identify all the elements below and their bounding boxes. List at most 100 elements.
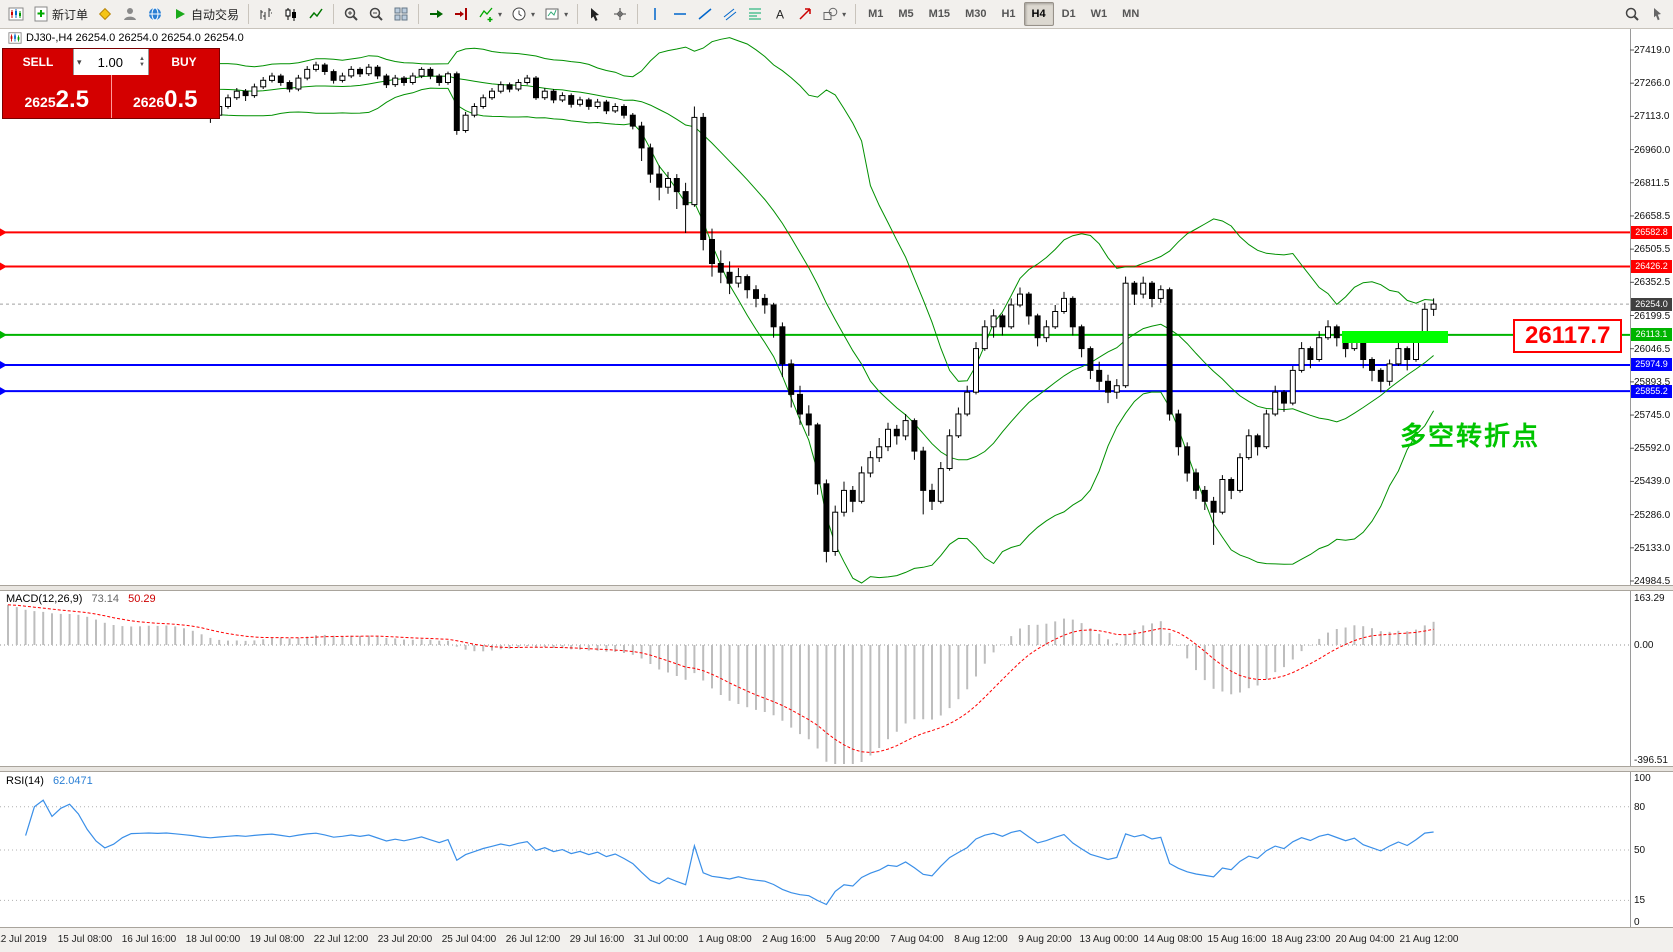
price-level-tag: 26582.8 [1631, 225, 1672, 239]
vertical-line-icon[interactable] [643, 2, 667, 26]
chart-shift-icon[interactable] [449, 2, 473, 26]
profile-icon[interactable] [118, 2, 142, 26]
timeframe-m30-label: M30 [965, 8, 987, 20]
text-label-icon[interactable]: A [768, 2, 792, 26]
toolbar-divider [855, 4, 857, 24]
volume-up-icon[interactable]: ▲ [139, 56, 145, 62]
rsi-scale-label: 0 [1634, 917, 1640, 928]
chevron-down-icon: ▾ [842, 9, 847, 19]
equidistant-channel-icon [722, 6, 738, 22]
timeframe-w1-label: W1 [1090, 8, 1108, 20]
rsi-scale-label: 100 [1634, 773, 1651, 784]
pointer-icon [1649, 6, 1665, 22]
time-axis[interactable]: 12 Jul 2019 15 Jul 08:00 16 Jul 16:00 18 Ju… [0, 927, 1673, 952]
sell-button[interactable]: SELL [3, 49, 73, 75]
horizontal-line-icon [672, 6, 688, 22]
volume-stepper[interactable]: ▲ ▼ [136, 56, 148, 68]
time-label: 16 Jul 16:00 [121, 934, 177, 945]
pivot-price-callout[interactable]: 26117.7 [1513, 319, 1623, 353]
panel-separator-main-macd[interactable] [0, 585, 1673, 591]
time-label: 9 Aug 20:00 [1018, 934, 1072, 945]
rsi-scale-label: 15 [1634, 895, 1646, 907]
timeframe-w1[interactable]: W1 [1084, 2, 1115, 26]
toolbar-divider [637, 4, 639, 24]
price-tick-label: 25893.5 [1634, 376, 1671, 388]
community-icon[interactable] [143, 2, 167, 26]
timeframe-h4-label: H4 [1031, 8, 1046, 20]
periods-button[interactable]: ▾ [507, 2, 539, 26]
support-highlight-zone [1342, 331, 1448, 343]
timeframe-m30[interactable]: M30 [958, 2, 993, 26]
timeframe-mn[interactable]: MN [1115, 2, 1146, 26]
arrows-icon [797, 6, 813, 22]
vertical-line-icon [647, 6, 663, 22]
timeframe-m5-label: M5 [898, 8, 914, 20]
volume-down-icon[interactable]: ▼ [139, 62, 145, 68]
price-tick-label: 26352.5 [1634, 277, 1671, 289]
macd-histogram [7, 604, 1435, 764]
shapes-button[interactable]: ▾ [818, 2, 850, 26]
sell-price[interactable]: 2625 2.5 [24, 86, 90, 113]
chevron-down-icon: ▾ [564, 9, 569, 19]
bar-chart-icon[interactable] [254, 2, 278, 26]
volume-dropdown-icon[interactable]: ▾ [77, 56, 82, 67]
tile-windows-icon[interactable] [389, 2, 413, 26]
price-tick-label: 25439.0 [1634, 476, 1671, 488]
line-chart-icon[interactable] [304, 2, 328, 26]
timeframe-d1[interactable]: D1 [1055, 2, 1083, 26]
chart-window-icon [4, 2, 28, 26]
timeframe-m1[interactable]: M1 [861, 2, 890, 26]
chart-window-icon [8, 6, 24, 22]
timeframe-m15[interactable]: M15 [922, 2, 957, 26]
time-label: 25 Jul 04:00 [441, 934, 497, 945]
zoom-in-icon[interactable] [339, 2, 363, 26]
price-level-tag: 26113.1 [1631, 328, 1672, 342]
macd-label: MACD(12,26,9) 73.14 50.29 [6, 593, 156, 605]
zoom-out-icon[interactable] [364, 2, 388, 26]
templates-button [544, 6, 560, 22]
time-label: 15 Aug 16:00 [1207, 934, 1267, 945]
cursor-icon[interactable] [583, 2, 607, 26]
price-tick-label: 24984.5 [1634, 576, 1671, 587]
auto-scroll-icon[interactable] [424, 2, 448, 26]
buy-button[interactable]: BUY [149, 49, 219, 75]
new-order-button-label: 新订单 [52, 7, 89, 22]
timeframe-h1[interactable]: H1 [994, 2, 1022, 26]
auto-trading-button[interactable]: 自动交易 [168, 2, 243, 26]
auto-scroll-icon [428, 6, 444, 22]
panel-separator-macd-rsi[interactable] [0, 766, 1673, 772]
fibonacci-icon[interactable] [743, 2, 767, 26]
new-order-button [33, 6, 49, 22]
rsi-scale-label: 80 [1634, 801, 1646, 813]
equidistant-channel-icon[interactable] [718, 2, 742, 26]
crosshair-icon[interactable] [608, 2, 632, 26]
indicators-button[interactable]: ▾ [474, 2, 506, 26]
arrows-icon[interactable] [793, 2, 817, 26]
volume-box: ▾ ▲ ▼ [73, 49, 149, 75]
price-tick-label: 25592.0 [1634, 443, 1671, 455]
text-label-icon: A [772, 6, 788, 22]
price-level-tag: 25974.9 [1631, 358, 1672, 372]
toolbar-divider [418, 4, 420, 24]
templates-button[interactable]: ▾ [540, 2, 572, 26]
horizontal-line-icon[interactable] [668, 2, 692, 26]
timeframe-h4[interactable]: H4 [1023, 2, 1054, 26]
time-label: 23 Jul 20:00 [377, 934, 433, 945]
macd-signal-value: 50.29 [128, 593, 156, 605]
turning-point-annotation[interactable]: 多空转折点 [1400, 421, 1541, 451]
metaeditor-icon[interactable] [93, 2, 117, 26]
timeframe-m5[interactable]: M5 [891, 2, 920, 26]
pointer-icon[interactable] [1645, 2, 1669, 26]
price-tick-label: 26658.5 [1634, 210, 1671, 222]
trendline-icon[interactable] [693, 2, 717, 26]
bar-chart-icon [258, 6, 274, 22]
buy-price[interactable]: 2626 0.5 [132, 86, 198, 113]
search-icon[interactable] [1620, 2, 1644, 26]
candlestick-chart-icon[interactable] [279, 2, 303, 26]
macd-main-value: 73.14 [91, 593, 120, 605]
volume-input[interactable] [84, 54, 137, 70]
new-order-button[interactable]: 新订单 [29, 2, 92, 26]
chevron-down-icon: ▾ [498, 9, 503, 19]
